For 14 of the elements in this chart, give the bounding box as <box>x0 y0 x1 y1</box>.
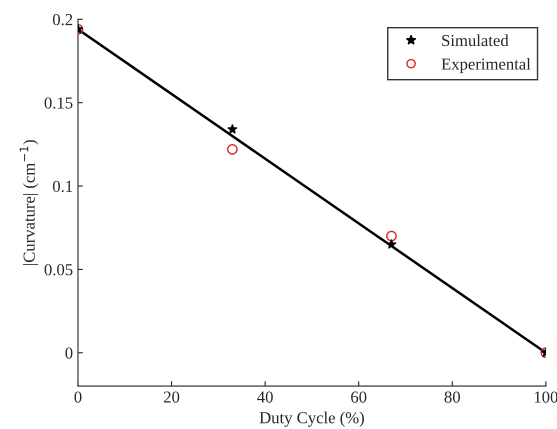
x-tick-label: 0 <box>74 391 82 403</box>
x-tick-label: 20 <box>164 391 180 403</box>
y-tick-label: 0.15 <box>44 97 72 109</box>
x-tick-label: 60 <box>351 391 366 403</box>
x-tick-label: 80 <box>444 391 460 403</box>
y-axis-title: |Curvature| (cm$^{−1}$) <box>20 140 38 265</box>
y-tick-label: 0 <box>65 347 72 359</box>
y-tick-label: 0.2 <box>52 14 72 26</box>
y-tick-label: 0.05 <box>44 264 72 276</box>
legend-label: Experimental <box>442 58 531 74</box>
x-tick-label: 40 <box>257 391 273 403</box>
x-axis-title: Duty Cycle (%) <box>260 412 364 427</box>
legend-label: Simulated <box>442 34 508 46</box>
y-tick-label: 0.1 <box>52 180 72 192</box>
